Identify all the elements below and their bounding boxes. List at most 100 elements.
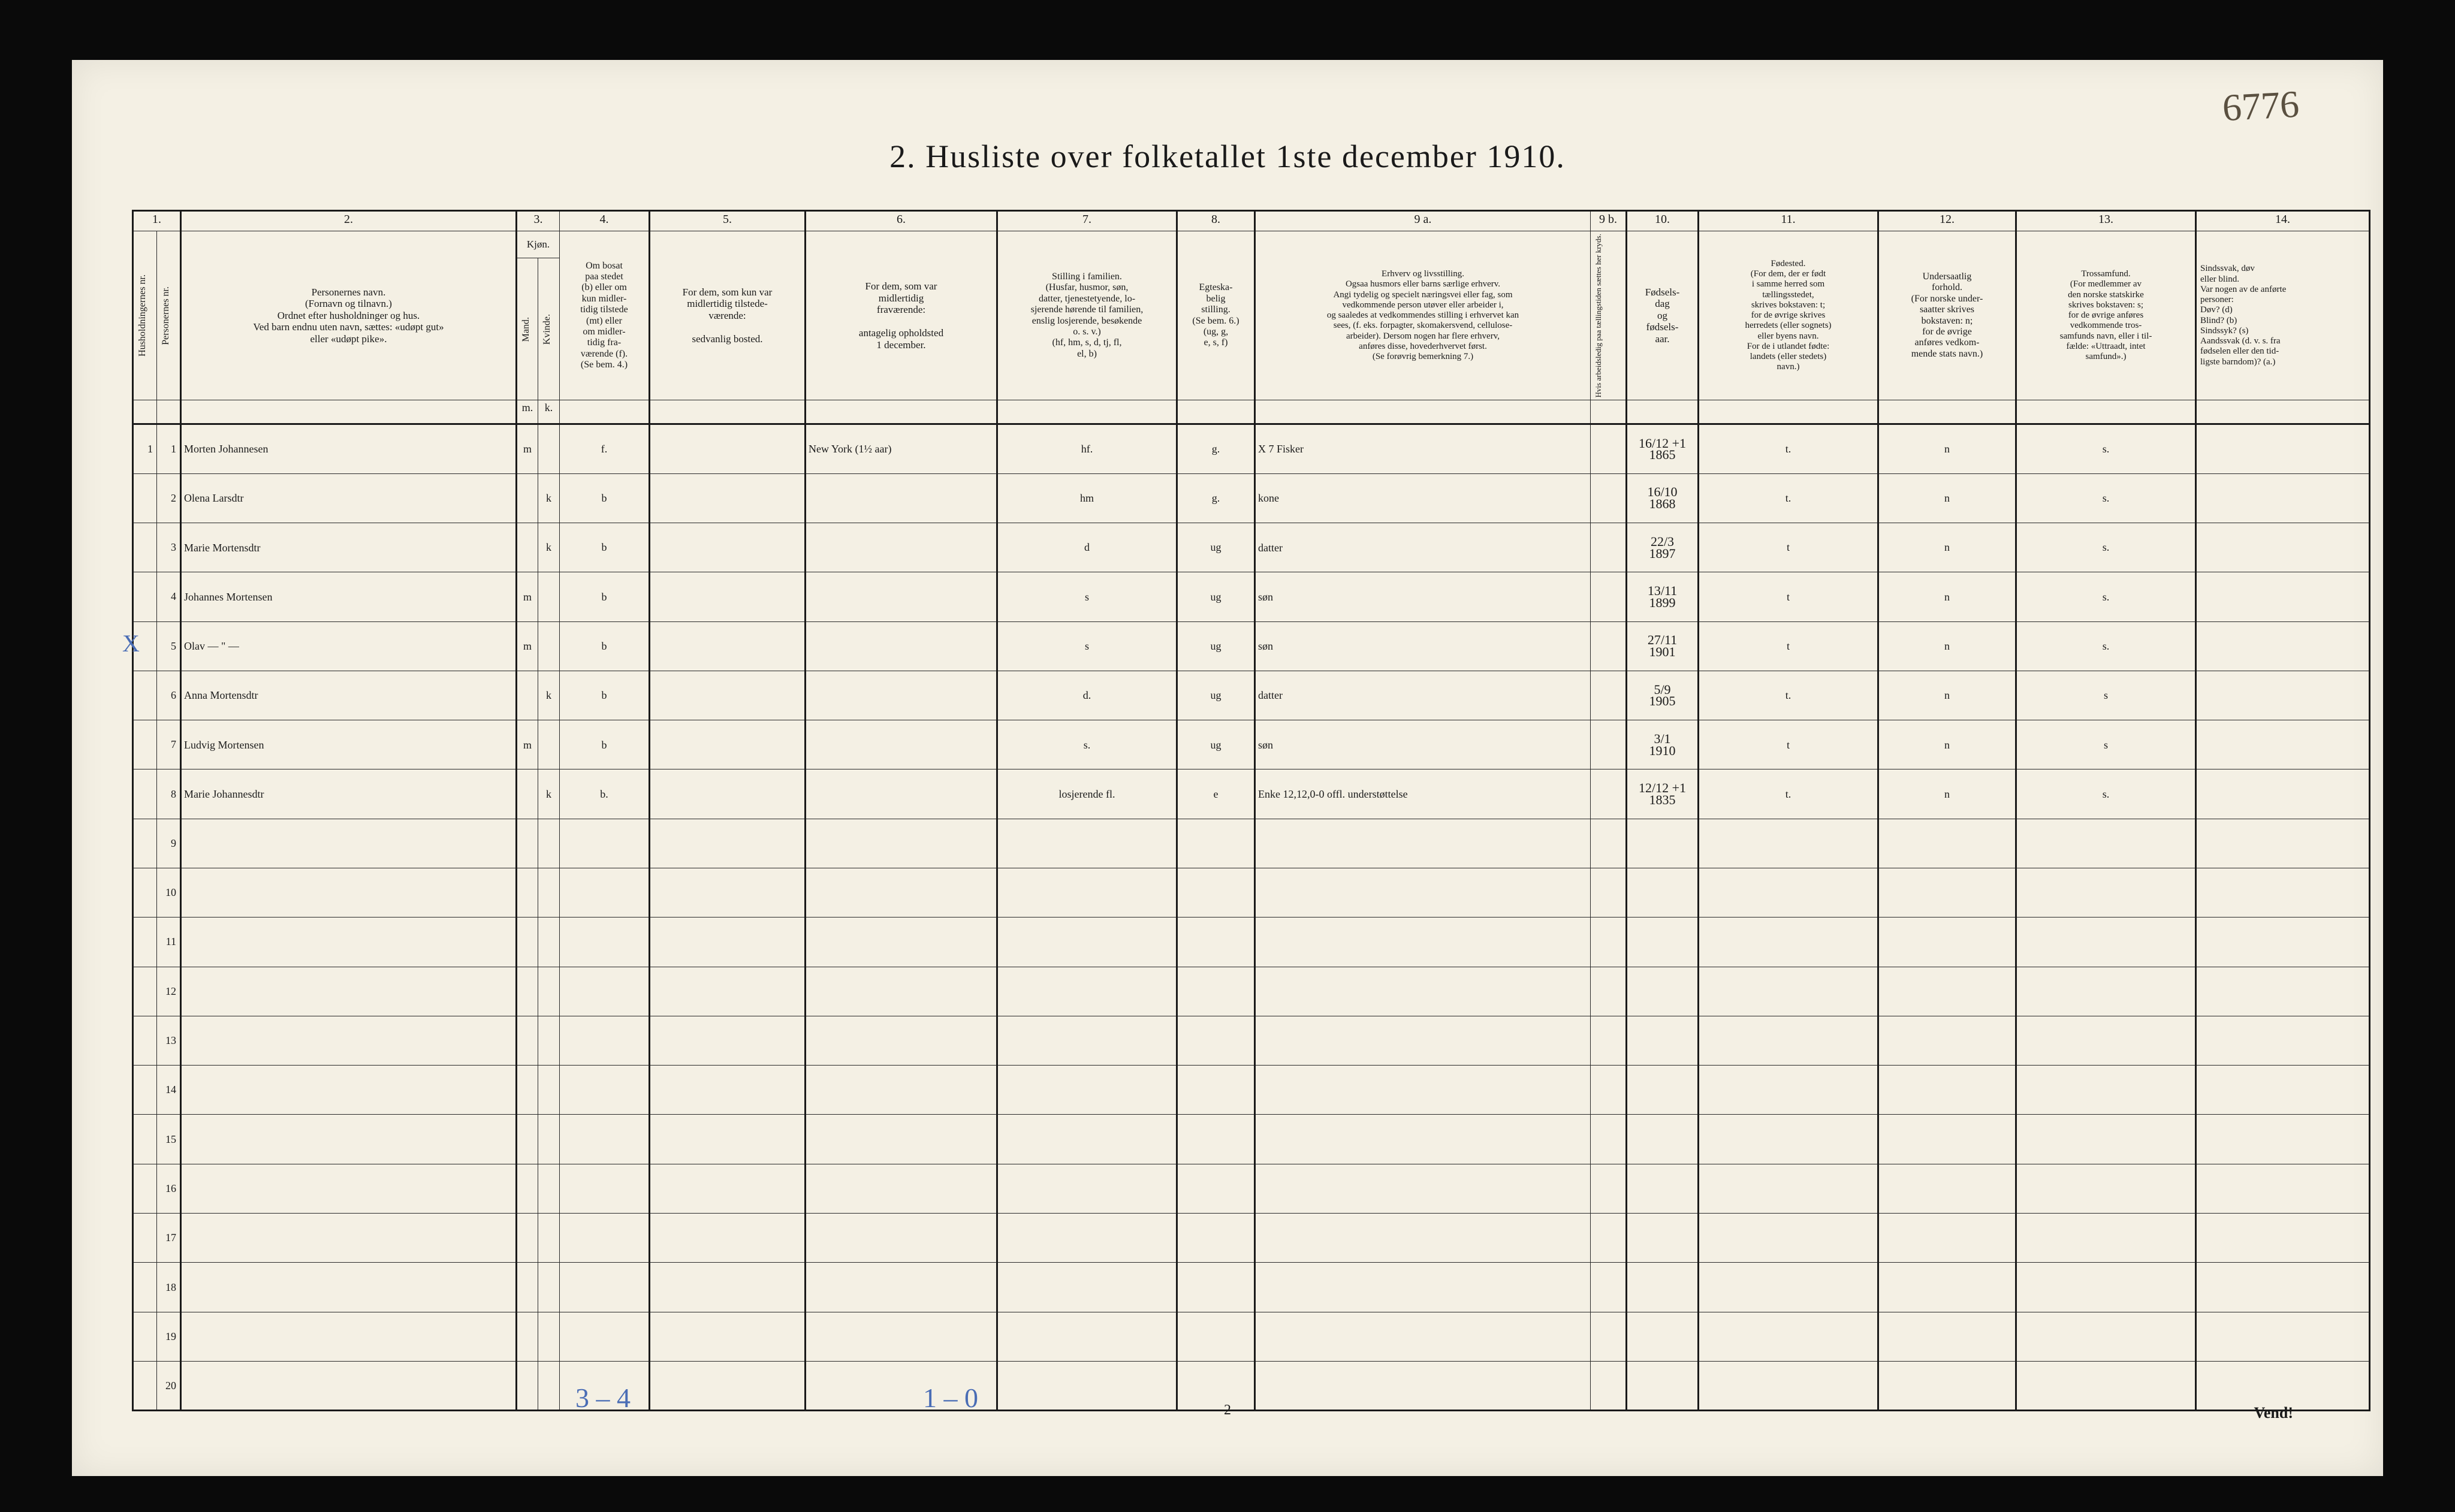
cell-rel: s. (2016, 523, 2196, 572)
cell-c5 (650, 1016, 806, 1065)
cell-res (560, 1312, 650, 1361)
cell-c9b (1591, 1066, 1627, 1115)
cell-m: m (517, 572, 538, 621)
sub-blank-1b (157, 400, 181, 424)
page-wrap: 6776 2. Husliste over folketallet 1ste d… (0, 0, 2455, 1512)
cell-c6 (806, 769, 997, 819)
cell-dob (1627, 1016, 1699, 1065)
cell-k (538, 967, 560, 1016)
cell-dob (1627, 967, 1699, 1016)
cell-birthpl (1699, 868, 1878, 918)
table-row: 11 (133, 918, 2370, 967)
cell-pn: 14 (157, 1066, 181, 1115)
cell-c5 (650, 424, 806, 473)
cell-birthpl: t. (1699, 424, 1878, 473)
cell-occ (1255, 1214, 1591, 1263)
cell-nat (1878, 868, 2016, 918)
cell-m (517, 473, 538, 523)
cell-c9b (1591, 918, 1627, 967)
cell-nat (1878, 1312, 2016, 1361)
cell-pn: 3 (157, 523, 181, 572)
cell-nat: n (1878, 621, 2016, 671)
sub-blank-9b (1591, 400, 1627, 424)
cell-k (538, 621, 560, 671)
cell-c14 (2196, 1164, 2370, 1213)
cell-m (517, 1214, 538, 1263)
cell-eg (1177, 1263, 1255, 1312)
cell-pn: 8 (157, 769, 181, 819)
cell-res (560, 1115, 650, 1164)
cell-birthpl (1699, 1115, 1878, 1164)
cell-c6 (806, 572, 997, 621)
cell-rel (2016, 1214, 2196, 1263)
cell-birthpl: t (1699, 621, 1878, 671)
cell-dob: 12/12 +1 1835 (1627, 769, 1699, 819)
cell-c9b (1591, 424, 1627, 473)
cell-eg (1177, 918, 1255, 967)
cell-pn: 16 (157, 1164, 181, 1213)
census-table-area: 1. 2. 3. 4. 5. 6. 7. 8. 9 a. 9 b. 10. 11… (132, 210, 2323, 1392)
column-sub-row: m. k. (133, 400, 2370, 424)
cell-c14 (2196, 523, 2370, 572)
cell-m (517, 1016, 538, 1065)
cell-name: Olena Larsdtr (181, 473, 517, 523)
cell-dob (1627, 1066, 1699, 1115)
cell-c5 (650, 671, 806, 720)
cell-c6: New York (1½ aar) (806, 424, 997, 473)
cell-nat: n (1878, 671, 2016, 720)
cell-birthpl (1699, 1312, 1878, 1361)
cell-c14 (2196, 1214, 2370, 1263)
table-row: 6Anna Mortensdtrkbd.ugdatter5/9 1905t.ns (133, 671, 2370, 720)
colnum-5: 5. (650, 211, 806, 231)
colnum-13: 13. (2016, 211, 2196, 231)
cell-rel (2016, 918, 2196, 967)
cell-c5 (650, 918, 806, 967)
table-row: 5Olav — " —mbsugsøn27/11 1901tns. (133, 621, 2370, 671)
cell-eg (1177, 1312, 1255, 1361)
table-row: 4Johannes Mortensenmbsugsøn13/11 1899tns… (133, 572, 2370, 621)
cell-birthpl: t. (1699, 671, 1878, 720)
cell-fam: s. (997, 720, 1177, 769)
head-4: Om bosat paa stedet (b) eller om kun mid… (560, 231, 650, 400)
cell-fam: d (997, 523, 1177, 572)
cell-name (181, 819, 517, 868)
sub-blank-2 (181, 400, 517, 424)
cell-birthpl: t (1699, 523, 1878, 572)
cell-name: Marie Johannesdtr (181, 769, 517, 819)
cell-res: b (560, 473, 650, 523)
cell-dob (1627, 918, 1699, 967)
cell-occ: Enke 12,12,0-0 offl. understøttelse (1255, 769, 1591, 819)
cell-fam (997, 819, 1177, 868)
cell-occ (1255, 1312, 1591, 1361)
cell-nat (1878, 967, 2016, 1016)
table-row: 2Olena Larsdtrkbhmg.kone16/10 1868t.ns. (133, 473, 2370, 523)
sub-3k: k. (538, 400, 560, 424)
cell-eg (1177, 967, 1255, 1016)
cell-hh (133, 1115, 157, 1164)
table-row: 19 (133, 1312, 2370, 1361)
table-row: 9 (133, 819, 2370, 868)
cell-k (538, 1214, 560, 1263)
colnum-2: 2. (181, 211, 517, 231)
cell-c9b (1591, 720, 1627, 769)
cell-name (181, 918, 517, 967)
cell-k (538, 572, 560, 621)
cell-pn: 6 (157, 671, 181, 720)
cell-m (517, 819, 538, 868)
census-table: 1. 2. 3. 4. 5. 6. 7. 8. 9 a. 9 b. 10. 11… (132, 210, 2370, 1411)
colnum-1: 1. (133, 211, 181, 231)
cell-pn: 10 (157, 868, 181, 918)
cell-c9b (1591, 819, 1627, 868)
cell-res (560, 819, 650, 868)
cell-name (181, 1115, 517, 1164)
cell-fam (997, 1115, 1177, 1164)
cell-c14 (2196, 967, 2370, 1016)
cell-fam (997, 1263, 1177, 1312)
colnum-10: 10. (1627, 211, 1699, 231)
cell-c6 (806, 819, 997, 868)
cell-c14 (2196, 572, 2370, 621)
cell-k: k (538, 769, 560, 819)
cell-m (517, 1263, 538, 1312)
cell-hh (133, 967, 157, 1016)
colnum-4: 4. (560, 211, 650, 231)
